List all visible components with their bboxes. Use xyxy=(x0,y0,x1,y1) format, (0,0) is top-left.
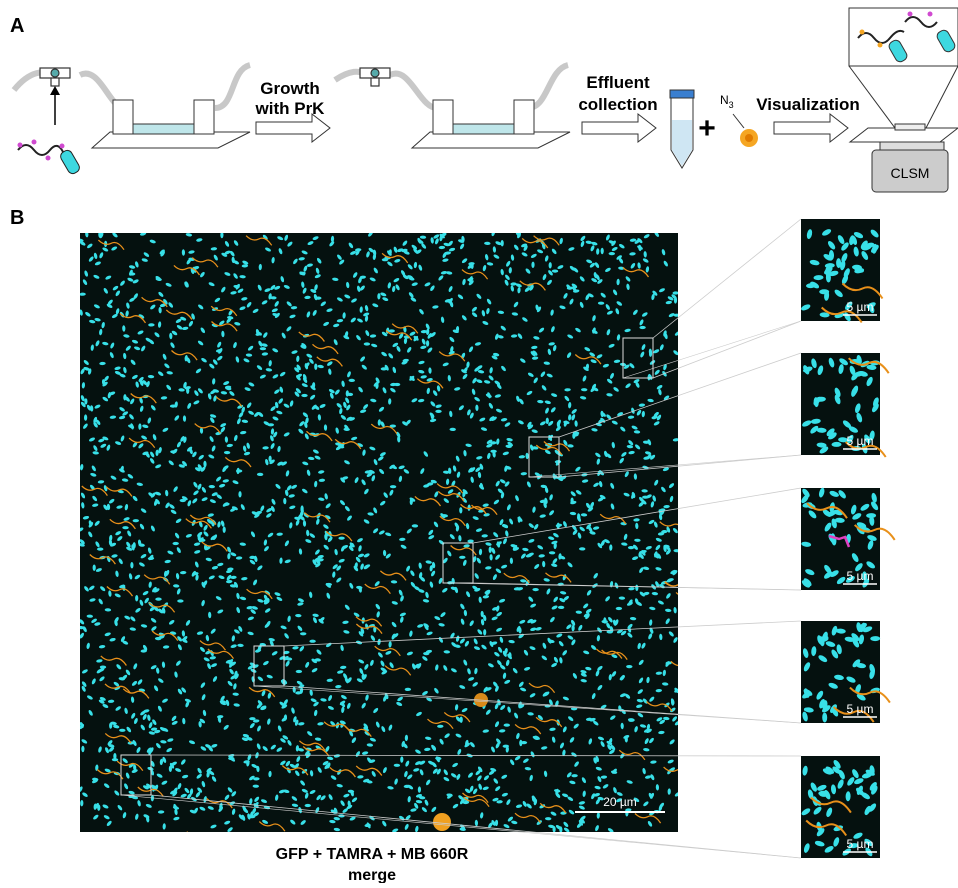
panel-label: B xyxy=(10,207,24,229)
step-label: collection xyxy=(578,95,657,114)
step-arrow xyxy=(582,114,656,142)
cell xyxy=(113,753,116,759)
scale-label: 5 µm xyxy=(847,434,874,448)
cell xyxy=(460,717,463,723)
cell xyxy=(546,418,549,424)
caption: merge xyxy=(348,867,396,883)
cell xyxy=(220,232,223,238)
azide-sub: 3 xyxy=(729,100,734,110)
scale-label: 5 µm xyxy=(847,569,874,583)
tube xyxy=(670,90,694,168)
step-label: with PrK xyxy=(255,99,326,118)
cell xyxy=(300,632,306,635)
cell xyxy=(609,252,615,255)
azide-base: N xyxy=(720,93,729,107)
polymer xyxy=(18,140,82,176)
step-label: Effluent xyxy=(586,73,650,92)
aggregate xyxy=(433,813,451,831)
flow-cell xyxy=(92,100,570,148)
cell xyxy=(309,640,315,643)
step-arrow xyxy=(774,114,848,142)
cell xyxy=(133,542,136,548)
micrograph xyxy=(80,233,678,832)
filament xyxy=(676,592,702,602)
scale-label: 20 µm xyxy=(603,795,637,809)
caption: GFP + TAMRA + MB 660R xyxy=(276,846,469,863)
cell xyxy=(296,670,302,673)
figure: A Growth with PrK Effluent collection + … xyxy=(0,0,958,883)
cell xyxy=(84,414,87,420)
azide: N3 xyxy=(720,93,734,110)
step-label: Growth xyxy=(260,79,320,98)
scale-label: 5 µm xyxy=(847,300,874,314)
cell xyxy=(81,746,84,752)
cell xyxy=(236,469,242,472)
microscope-label: CLSM xyxy=(891,165,930,181)
scale-label: 5 µm xyxy=(847,702,874,716)
plus: + xyxy=(698,112,716,145)
scale-label: 5 µm xyxy=(847,837,874,851)
cell xyxy=(93,565,96,571)
dye-core xyxy=(745,134,753,142)
cell xyxy=(521,741,527,744)
arrow-head xyxy=(50,86,60,95)
cell xyxy=(314,364,317,370)
cell xyxy=(435,410,441,413)
cell xyxy=(601,248,604,254)
cell xyxy=(170,450,176,453)
step-label: Visualization xyxy=(756,95,860,114)
cell xyxy=(155,598,161,601)
cell xyxy=(97,547,103,550)
step-arrow xyxy=(256,114,330,142)
panel-label: A xyxy=(10,15,24,37)
cell xyxy=(382,258,388,261)
cell xyxy=(504,723,510,726)
cell xyxy=(129,272,135,275)
cell xyxy=(84,398,87,404)
cell xyxy=(426,340,429,346)
bond xyxy=(733,114,744,128)
filament xyxy=(187,832,213,842)
